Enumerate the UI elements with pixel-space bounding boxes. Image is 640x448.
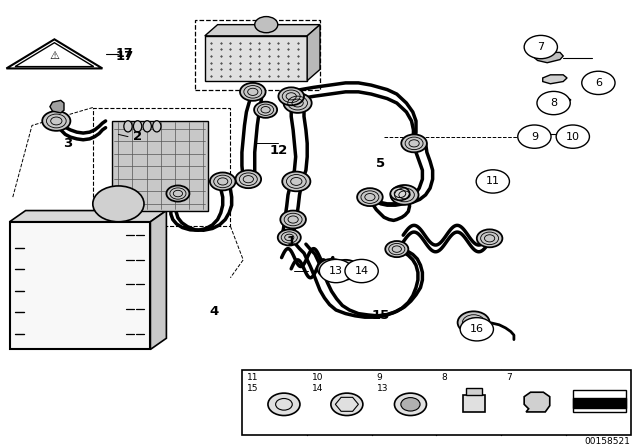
Polygon shape (150, 211, 166, 349)
Text: 3: 3 (63, 137, 72, 150)
Circle shape (401, 134, 427, 152)
Circle shape (236, 170, 261, 188)
Bar (466, 388, 482, 395)
Circle shape (280, 211, 306, 228)
Ellipse shape (143, 121, 152, 132)
Bar (195, 20, 320, 90)
Polygon shape (10, 211, 166, 222)
Text: 15: 15 (372, 309, 390, 323)
Text: 2: 2 (133, 130, 142, 143)
Circle shape (458, 311, 490, 334)
Bar (573, 390, 626, 412)
Text: 14: 14 (355, 266, 369, 276)
Text: 8: 8 (442, 373, 447, 382)
Circle shape (42, 111, 70, 131)
Polygon shape (550, 97, 571, 103)
Circle shape (401, 398, 420, 411)
Text: 11: 11 (486, 177, 500, 186)
Circle shape (254, 102, 277, 118)
Text: 13: 13 (329, 266, 343, 276)
Text: 10
14: 10 14 (312, 373, 323, 392)
Polygon shape (205, 25, 320, 36)
Circle shape (210, 172, 236, 190)
Polygon shape (307, 25, 320, 81)
Bar (205, 36, 307, 81)
Circle shape (477, 229, 502, 247)
Text: 6: 6 (595, 78, 602, 88)
Bar (463, 395, 485, 412)
Bar (112, 121, 208, 211)
Circle shape (518, 125, 551, 148)
Circle shape (526, 127, 547, 142)
Circle shape (357, 188, 383, 206)
Text: 12: 12 (269, 143, 287, 157)
Ellipse shape (153, 121, 161, 132)
Circle shape (332, 260, 360, 280)
Text: ⚠: ⚠ (49, 51, 60, 61)
Text: 9
13: 9 13 (377, 373, 388, 392)
Circle shape (284, 93, 312, 113)
Circle shape (319, 259, 353, 283)
Circle shape (317, 259, 346, 279)
Ellipse shape (124, 121, 132, 132)
Text: 00158521: 00158521 (584, 437, 630, 446)
Circle shape (390, 185, 419, 205)
Circle shape (282, 172, 310, 191)
Bar (93, 108, 230, 226)
Circle shape (331, 393, 363, 416)
Circle shape (390, 187, 410, 200)
Circle shape (240, 83, 266, 101)
Bar (242, 370, 631, 435)
Circle shape (460, 318, 493, 341)
Circle shape (394, 393, 426, 416)
Text: 1: 1 (287, 235, 296, 249)
Circle shape (476, 170, 509, 193)
Circle shape (166, 185, 189, 202)
Circle shape (268, 393, 300, 416)
Circle shape (93, 186, 144, 222)
Circle shape (524, 35, 557, 59)
Ellipse shape (134, 121, 142, 132)
Circle shape (556, 125, 589, 148)
Text: 5: 5 (376, 157, 385, 170)
Polygon shape (524, 392, 550, 412)
Text: 11
15: 11 15 (247, 373, 259, 392)
Bar (573, 398, 626, 408)
Circle shape (582, 71, 615, 95)
Circle shape (278, 229, 301, 246)
Text: 7: 7 (506, 373, 512, 382)
Circle shape (345, 259, 378, 283)
Text: 17: 17 (116, 49, 134, 63)
Text: 8: 8 (550, 98, 557, 108)
Circle shape (278, 87, 304, 105)
Circle shape (537, 91, 570, 115)
Circle shape (385, 241, 408, 257)
Text: 16: 16 (470, 324, 484, 334)
Circle shape (255, 17, 278, 33)
Text: 4: 4 (210, 305, 219, 318)
Text: 7: 7 (537, 42, 545, 52)
Text: 9: 9 (531, 132, 538, 142)
Text: 10: 10 (566, 132, 580, 142)
Polygon shape (534, 52, 563, 63)
Polygon shape (10, 222, 150, 349)
Text: 17: 17 (116, 47, 134, 60)
Polygon shape (543, 75, 567, 84)
Polygon shape (50, 100, 64, 113)
